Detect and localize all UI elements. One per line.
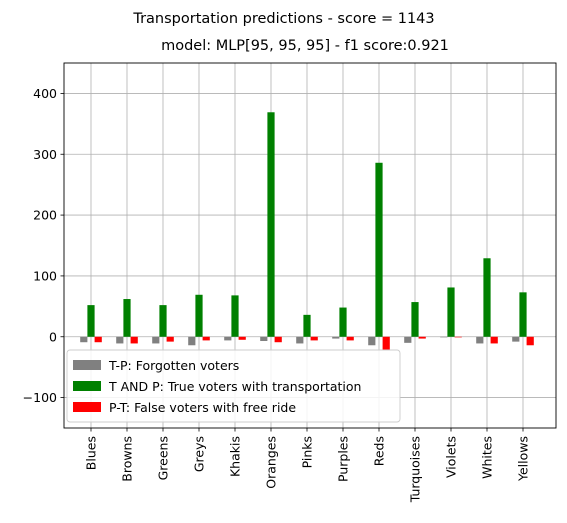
chart-suptitle: Transportation predictions - score = 114… [132,11,434,27]
x-axis-ticks: Blues Browns Greens Greys Khakis Oranges Pinks… [84,428,531,503]
x-tick-label: Purples [336,436,351,482]
bars [80,112,534,351]
bar-free-ride-browns [130,336,138,344]
bar-forgotten-pinks [296,336,304,344]
bar-free-ride-khakis [238,336,246,340]
legend-swatch [73,402,101,412]
legend-label: P-T: False voters with free ride [109,400,296,415]
bar-true-voters-turquoises [411,302,419,337]
bar-forgotten-turquoises [404,336,412,343]
bar-true-voters-purples [339,307,347,337]
bar-free-ride-violets [454,336,462,338]
bar-true-voters-blues [87,305,95,337]
y-tick-label: 400 [33,86,57,101]
bar-free-ride-turquoises [418,336,426,339]
bar-free-ride-oranges [274,336,282,343]
bar-free-ride-reds [382,336,390,351]
x-tick-label: Greens [156,436,171,480]
bar-true-voters-khakis [231,295,239,337]
bar-true-voters-oranges [267,112,275,337]
bar-true-voters-reds [375,162,383,337]
legend-box [66,349,401,423]
x-tick-label: Pinks [300,436,315,468]
bar-forgotten-browns [116,336,124,344]
bar-true-voters-pinks [303,314,311,337]
bar-true-voters-greens [159,305,167,337]
axes [63,62,557,429]
axes-frame [63,62,557,429]
x-tick-label: Reds [372,436,387,466]
legend: T-P: Forgotten voters T AND P: True voter… [66,349,401,423]
y-tick-label: 200 [33,208,57,223]
bar-true-voters-whites [483,258,491,337]
bar-free-ride-pinks [310,336,318,341]
bar-forgotten-greens [152,336,160,344]
legend-swatch [73,360,101,370]
x-tick-label: Oranges [264,436,279,489]
y-tick-label: −100 [23,390,57,405]
legend-label: T-P: Forgotten voters [108,358,239,373]
bar-true-voters-greys [195,294,203,337]
legend-swatch [73,381,101,391]
bar-forgotten-reds [368,336,376,346]
bar-forgotten-violets [440,336,448,338]
x-tick-label: Violets [444,436,459,478]
bar-free-ride-whites [490,336,498,344]
x-tick-label: Khakis [228,436,243,477]
x-tick-label: Browns [120,436,135,482]
bar-free-ride-greys [202,336,210,341]
x-tick-label: Yellows [516,436,531,482]
bar-free-ride-yellows [526,336,534,346]
legend-label: T AND P: True voters with transportation [108,379,361,394]
bar-true-voters-violets [447,287,455,337]
x-tick-label: Blues [84,436,99,470]
x-tick-label: Greys [192,436,207,472]
y-tick-label: 100 [33,268,57,283]
y-axis-ticks: −100 0 100 200 300 400 [23,86,64,405]
bar-free-ride-greens [166,336,174,342]
bar-free-ride-blues [94,336,102,343]
bar-forgotten-purples [332,336,340,339]
y-tick-label: 300 [33,147,57,162]
x-tick-label: Whites [480,436,495,479]
bar-forgotten-khakis [224,336,232,341]
bar-forgotten-oranges [260,336,268,342]
bar-forgotten-whites [476,336,484,344]
bar-true-voters-browns [123,299,131,337]
x-tick-label: Turquoises [408,436,423,503]
y-tick-label: 0 [49,329,57,344]
bar-true-voters-yellows [519,292,527,337]
bar-forgotten-yellows [512,336,520,342]
bar-forgotten-greys [188,336,196,346]
bar-free-ride-purples [346,336,354,341]
chart-title: model: MLP[95, 95, 95] - f1 score:0.921 [161,38,449,54]
bar-forgotten-blues [80,336,88,343]
